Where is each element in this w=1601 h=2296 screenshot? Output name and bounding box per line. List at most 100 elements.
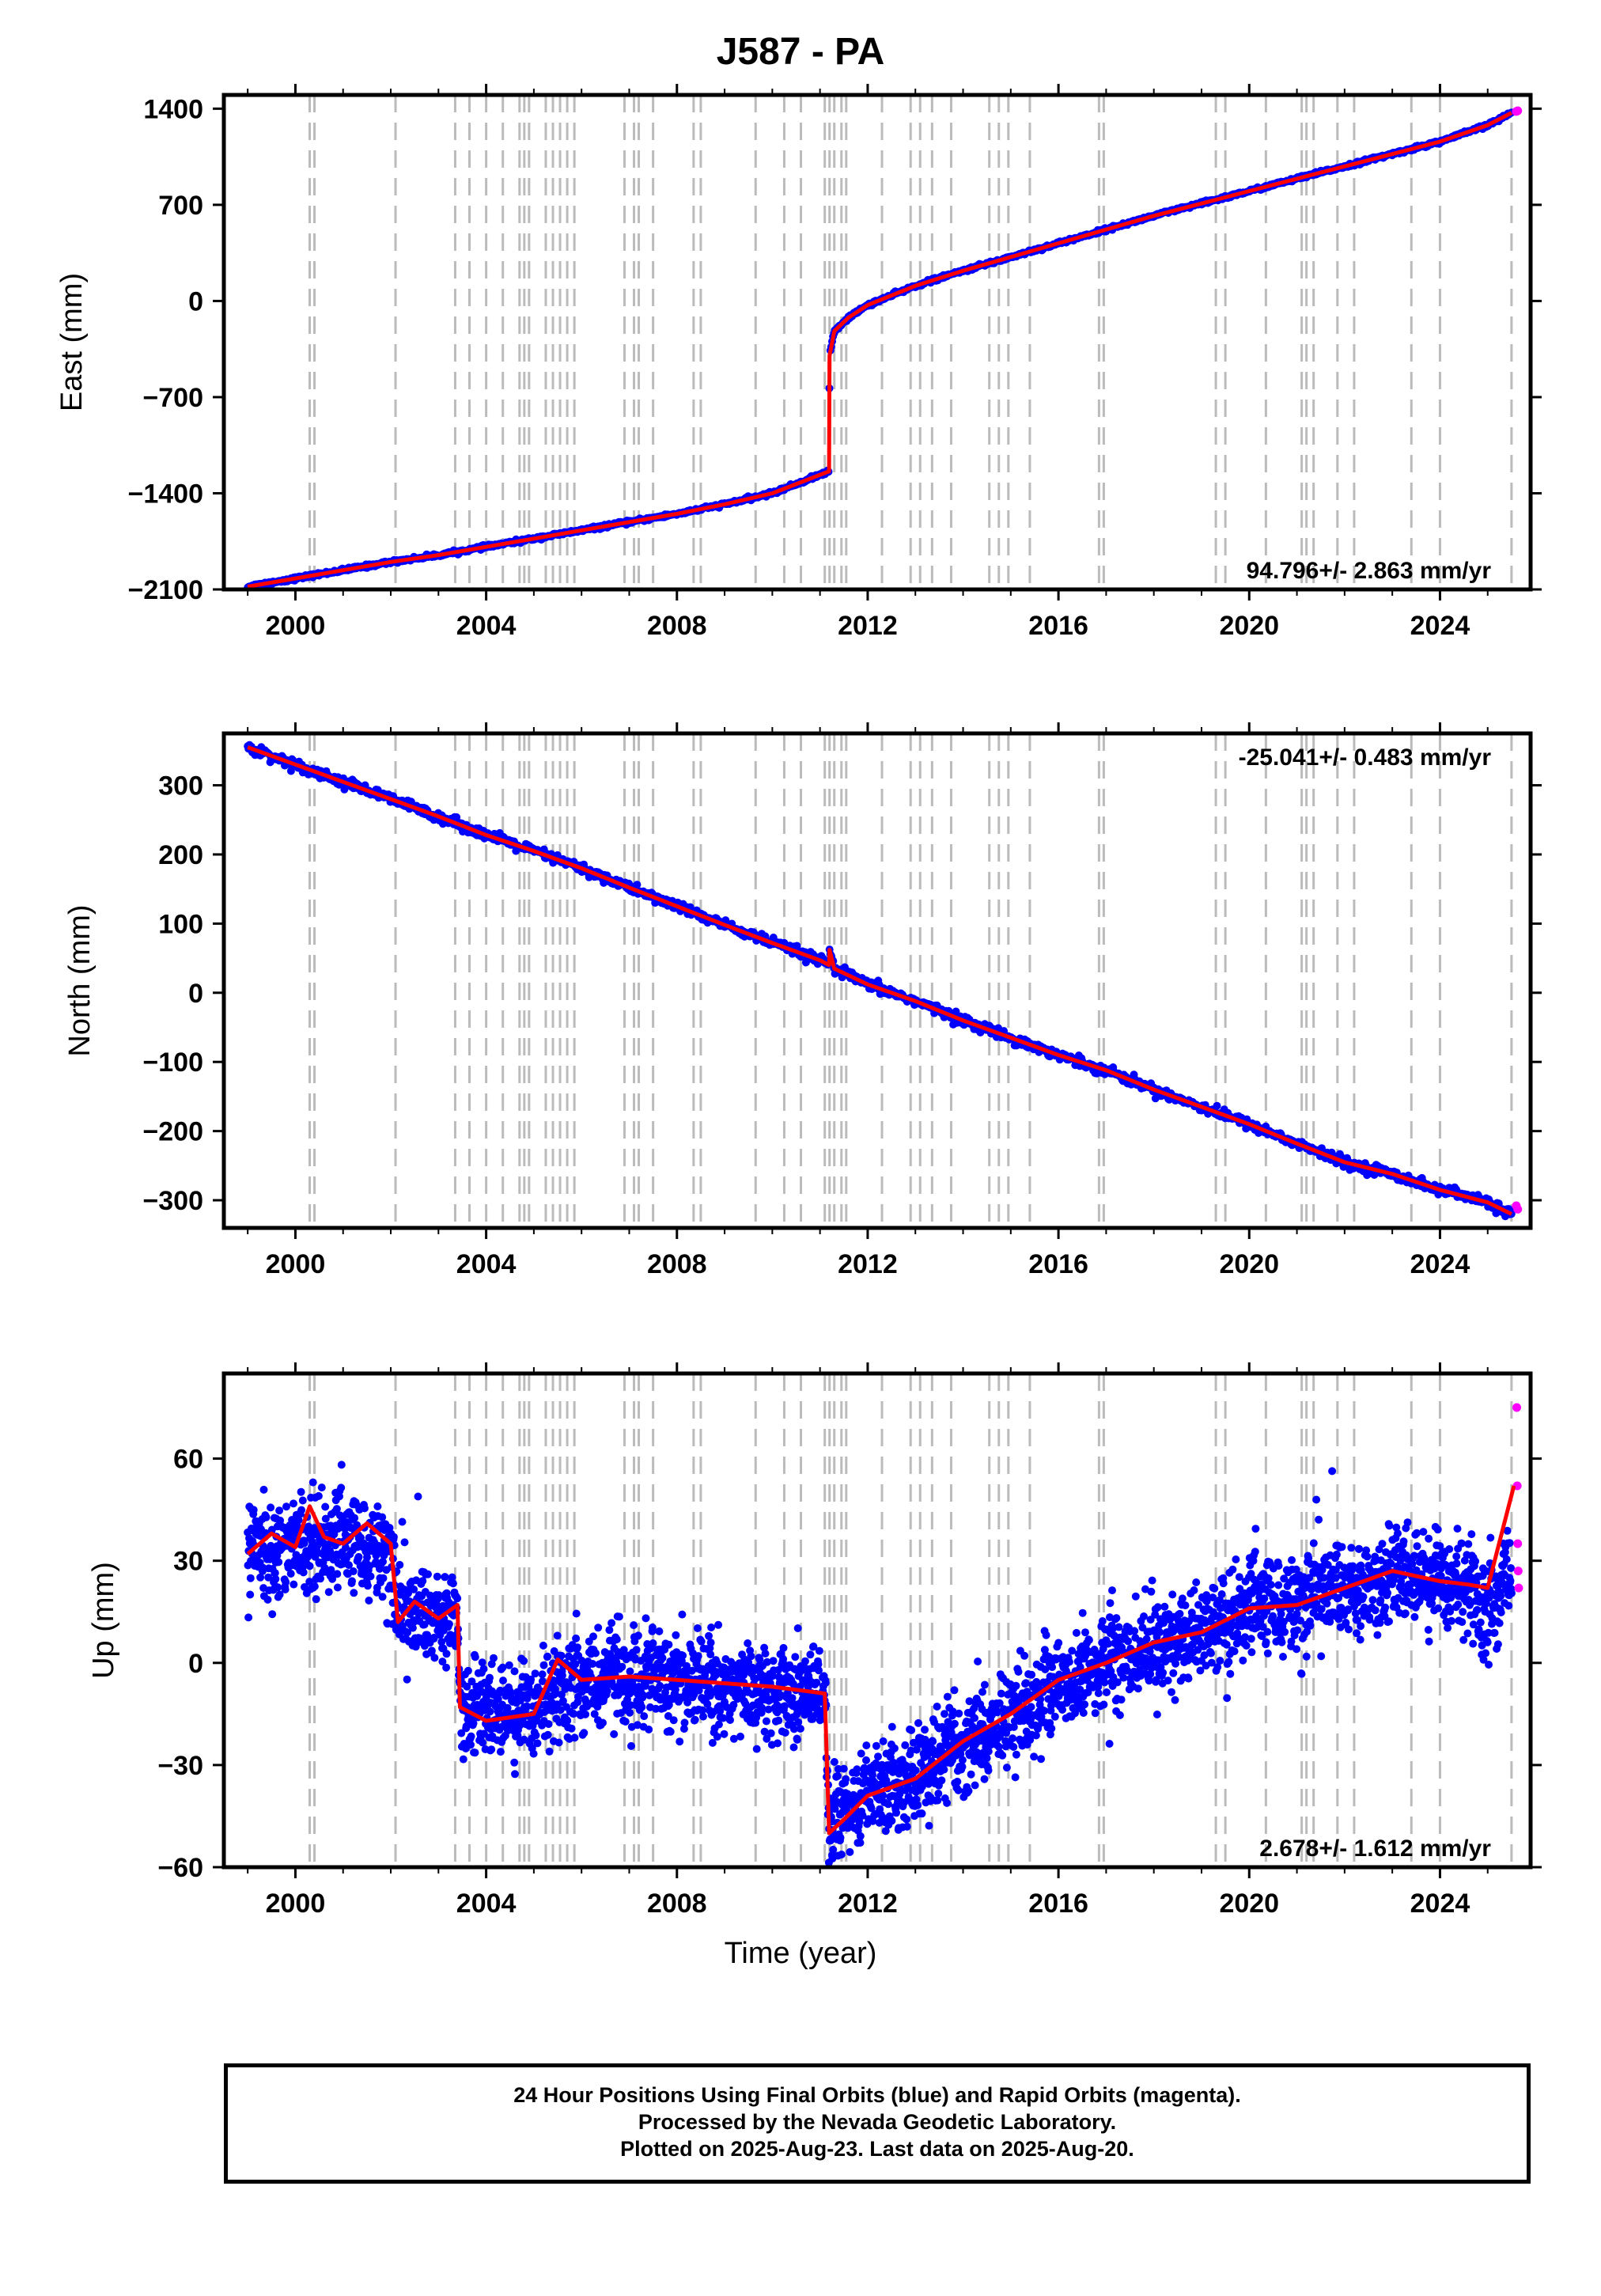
data-point xyxy=(348,1577,356,1586)
data-point xyxy=(350,1514,359,1522)
data-point xyxy=(707,1623,716,1631)
data-point xyxy=(274,1583,282,1592)
data-point xyxy=(679,1725,688,1733)
data-point xyxy=(884,1800,892,1809)
data-point xyxy=(649,1639,657,1647)
data-point xyxy=(357,1533,365,1542)
data-point xyxy=(699,1712,707,1721)
x-tick-label: 2012 xyxy=(838,611,898,641)
data-point xyxy=(332,1505,341,1514)
data-point xyxy=(857,1749,865,1758)
data-point xyxy=(831,1872,839,1880)
data-point xyxy=(557,1651,566,1660)
data-point xyxy=(791,1653,800,1661)
data-point xyxy=(605,1626,614,1635)
data-point xyxy=(445,1620,453,1628)
data-point xyxy=(694,1652,702,1661)
data-point xyxy=(363,1553,371,1562)
data-point xyxy=(645,1726,653,1733)
x-tick-label: 2004 xyxy=(456,1249,517,1279)
data-point xyxy=(774,1716,783,1725)
data-point xyxy=(633,881,642,889)
data-point xyxy=(275,1506,284,1515)
data-point xyxy=(720,1730,729,1738)
data-point xyxy=(469,1719,478,1727)
data-point xyxy=(448,1573,456,1582)
data-point xyxy=(590,1710,599,1718)
data-point xyxy=(678,1610,687,1619)
data-point xyxy=(498,1663,507,1672)
data-point xyxy=(640,1712,649,1721)
plot-area xyxy=(244,733,1523,1228)
data-point xyxy=(842,1775,850,1783)
data-point xyxy=(379,1557,387,1566)
data-point xyxy=(467,1677,476,1686)
data-point xyxy=(762,1717,770,1726)
data-point xyxy=(664,1640,673,1649)
data-point xyxy=(603,1687,611,1695)
data-point xyxy=(642,1681,649,1690)
data-point xyxy=(396,1560,404,1569)
y-tick-label: −200 xyxy=(142,1117,203,1147)
data-point xyxy=(337,1461,346,1469)
y-tick-label: −300 xyxy=(142,1186,203,1216)
data-point xyxy=(424,1570,432,1578)
x-tick-label: 2016 xyxy=(1028,611,1088,641)
x-tick-label: 2008 xyxy=(647,611,707,641)
data-point xyxy=(249,1506,258,1514)
data-point xyxy=(263,1595,272,1604)
data-point xyxy=(774,1739,782,1748)
data-point xyxy=(259,1563,267,1572)
data-point xyxy=(801,1657,809,1665)
data-point xyxy=(442,1650,451,1658)
data-point xyxy=(271,1574,280,1583)
data-point xyxy=(400,1538,409,1547)
data-point xyxy=(328,1574,337,1583)
y-tick-label: −2100 xyxy=(128,575,204,605)
data-point xyxy=(499,1677,507,1685)
data-point xyxy=(281,1586,290,1593)
data-point xyxy=(679,1651,687,1660)
data-point xyxy=(571,1660,580,1669)
data-point xyxy=(326,1547,335,1555)
data-point xyxy=(333,1583,342,1592)
data-point xyxy=(479,1665,488,1673)
data-point xyxy=(520,1735,528,1744)
data-point xyxy=(345,1561,353,1570)
data-point xyxy=(262,1513,271,1521)
data-point xyxy=(449,1579,457,1588)
data-point xyxy=(545,1747,554,1756)
data-point xyxy=(505,1661,513,1669)
data-point xyxy=(761,1650,770,1658)
data-point xyxy=(414,1492,422,1501)
plot-area xyxy=(244,1373,1523,1880)
data-point xyxy=(418,1577,427,1586)
y-tick-label: 300 xyxy=(158,771,203,801)
data-point xyxy=(573,1643,582,1652)
data-point xyxy=(781,1702,789,1711)
rate-label: -25.041+/- 0.483 mm/yr xyxy=(1239,744,1492,771)
data-point xyxy=(632,1646,641,1654)
data-point xyxy=(478,1688,486,1696)
rate-label: 94.796+/- 2.863 mm/yr xyxy=(1247,558,1492,584)
y-tick-label: 100 xyxy=(158,909,203,939)
data-point xyxy=(511,1770,519,1779)
data-point xyxy=(538,1670,547,1679)
data-point xyxy=(630,1637,639,1646)
data-point xyxy=(350,1589,358,1597)
data-point xyxy=(494,1695,502,1703)
data-point-rapid xyxy=(1513,106,1523,116)
data-point xyxy=(655,1627,664,1635)
data-point xyxy=(627,1741,635,1750)
data-point xyxy=(592,1649,600,1658)
data-point xyxy=(666,1727,675,1736)
data-point xyxy=(539,1661,548,1669)
data-point xyxy=(683,1698,692,1707)
data-point xyxy=(766,1729,775,1737)
data-point xyxy=(533,1739,542,1748)
data-point xyxy=(668,1669,677,1678)
y-tick-label: −100 xyxy=(142,1048,203,1078)
data-point xyxy=(457,1729,466,1737)
y-tick-label: −1400 xyxy=(128,479,204,509)
